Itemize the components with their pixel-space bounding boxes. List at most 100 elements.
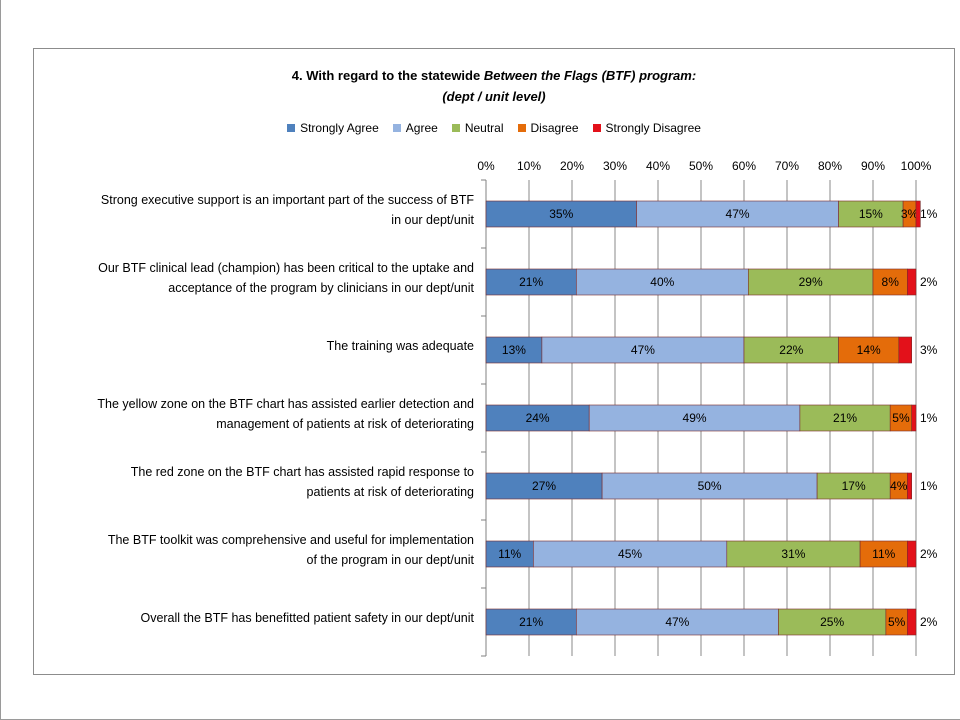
bar-3-1 [588,404,801,432]
bar-2-3 [838,336,900,364]
legend-swatch-3 [517,124,526,132]
data-label-3-0: 24% [526,411,550,425]
category-label-4-line-0: The red zone on the BTF chart has assist… [130,465,474,479]
data-label-2-2: 22% [779,343,803,357]
bar-5-4 [907,540,917,568]
data-label-6-4: 2% [920,615,938,629]
data-label-0-4: 1% [920,207,938,221]
legend-item-2: Neutral [451,121,504,135]
data-label-4-2: 17% [842,479,866,493]
data-label-5-0: 11% [498,547,521,561]
legend-item-1: Agree [392,121,438,135]
legend-item-0: Strongly Agree [287,121,379,135]
data-label-5-1: 45% [618,547,642,561]
data-label-2-1: 47% [631,343,655,357]
data-label-3-3: 5% [892,411,910,425]
legend-label-1: Agree [405,121,438,135]
chart-title-line-2: (dept / unit level) [33,86,955,107]
bar-2-4 [898,336,912,364]
data-label-0-2: 15% [859,207,883,221]
bar-4-0 [485,472,603,500]
x-tick-label-3: 30% [603,159,627,173]
chart-title: 4. With regard to the statewide Between … [33,65,955,107]
bar-0-2 [838,200,904,228]
chart-title-line-1: 4. With regard to the statewide Between … [33,65,955,86]
data-label-2-3: 14% [857,343,881,357]
category-label-1-line-0: Our BTF clinical lead (champion) has bee… [98,261,474,275]
data-label-2-0: 13% [502,343,526,357]
data-label-6-3: 5% [888,615,906,629]
legend-label-2: Neutral [464,121,504,135]
data-label-0-3: 3% [901,207,919,221]
x-tick-label-10: 100% [901,159,932,173]
data-label-1-3: 8% [882,275,900,289]
bar-1-2 [747,268,874,296]
data-label-4-0: 27% [532,479,556,493]
bar-4-4 [907,472,913,500]
data-label-5-4: 2% [920,547,938,561]
category-label-4-line-1: patients at risk of deteriorating [306,485,474,499]
x-tick-label-2: 20% [560,159,584,173]
chart-title-italic: Between the Flags (BTF) program: [483,68,697,83]
legend-item-4: Strongly Disagree [592,121,701,135]
bar-6-2 [778,608,887,636]
bar-2-1 [541,336,745,364]
legend-swatch-0 [287,124,296,132]
data-label-3-2: 21% [833,411,857,425]
bar-5-2 [726,540,861,568]
data-label-0-1: 47% [726,207,750,221]
category-label-3-line-1: management of patients at risk of deteri… [216,417,474,431]
bar-3-4 [911,404,917,432]
bar-6-0 [485,608,577,636]
x-tick-label-8: 80% [818,159,842,173]
bar-0-4 [915,200,921,228]
data-label-2-4: 3% [920,343,938,357]
bar-6-1 [575,608,779,636]
data-label-6-2: 25% [820,615,844,629]
bar-1-3 [872,268,908,296]
legend-swatch-2 [451,124,460,132]
bar-4-2 [816,472,891,500]
category-label-0: Strong executive support is an important… [14,190,474,230]
data-label-4-4: 1% [920,479,938,493]
data-label-3-4: 1% [920,411,938,425]
category-label-1-line-1: acceptance of the program by clinicians … [168,281,474,295]
data-label-0-0: 35% [549,207,573,221]
x-tick-label-0: 0% [477,159,495,173]
bar-1-0 [485,268,577,296]
category-label-0-line-0: Strong executive support is an important… [100,193,474,207]
data-label-3-1: 49% [683,411,707,425]
bar-1-1 [575,268,749,296]
x-tick-label-9: 90% [861,159,885,173]
data-label-4-1: 50% [698,479,722,493]
data-label-1-4: 2% [920,275,938,289]
bar-2-0 [485,336,543,364]
data-label-6-1: 47% [665,615,689,629]
category-label-5-line-1: of the program in our dept/unit [306,553,474,567]
category-label-0-line-1: in our dept/unit [391,213,474,227]
legend-label-0: Strongly Agree [300,121,379,135]
chart-subtitle: (dept / unit level) [442,89,546,104]
chart-title-prefix: 4. With regard to the statewide [291,68,484,83]
data-label-6-0: 21% [519,615,543,629]
legend-swatch-4 [592,124,601,132]
data-label-1-2: 29% [799,275,823,289]
category-label-3-line-0: The yellow zone on the BTF chart has ass… [97,397,474,411]
bar-5-1 [532,540,728,568]
bar-3-2 [799,404,891,432]
category-label-6: Overall the BTF has benefitted patient s… [14,608,474,628]
category-label-2-line-0: The training was adequate [326,339,474,353]
legend-label-3: Disagree [530,121,579,135]
data-label-5-3: 11% [872,547,895,561]
legend-swatch-1 [392,124,401,132]
x-tick-label-5: 50% [689,159,713,173]
data-label-5-2: 31% [781,547,805,561]
bar-2-2 [743,336,839,364]
bar-1-4 [907,268,917,296]
legend-label-4: Strongly Disagree [605,121,701,135]
data-label-1-1: 40% [650,275,674,289]
category-label-5-line-0: The BTF toolkit was comprehensive and us… [107,533,474,547]
bar-5-3 [859,540,908,568]
category-label-1: Our BTF clinical lead (champion) has bee… [14,258,474,298]
